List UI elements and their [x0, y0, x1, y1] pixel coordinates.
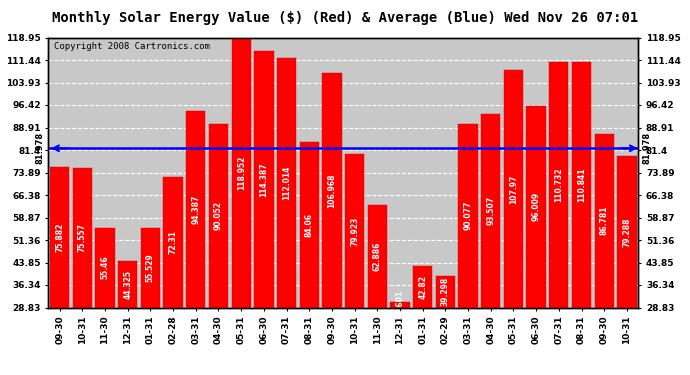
Bar	[549, 62, 569, 308]
Bar	[526, 106, 546, 307]
Text: 79.923: 79.923	[350, 216, 359, 246]
Bar	[458, 124, 477, 308]
Text: 81.978: 81.978	[643, 132, 652, 164]
Bar	[141, 228, 160, 308]
Text: 72.31: 72.31	[168, 230, 177, 254]
Text: 118.952: 118.952	[237, 155, 246, 190]
Bar	[322, 74, 342, 308]
Bar	[209, 124, 228, 308]
Bar	[504, 70, 523, 308]
Text: 75.557: 75.557	[78, 223, 87, 252]
Bar	[413, 266, 433, 308]
Bar	[595, 134, 614, 308]
Text: 81.978: 81.978	[36, 132, 45, 164]
Text: 42.82: 42.82	[418, 274, 427, 298]
Bar	[254, 51, 273, 308]
Bar	[72, 168, 92, 308]
Text: Monthly Solar Energy Value ($) (Red) & Average (Blue) Wed Nov 26 07:01: Monthly Solar Energy Value ($) (Red) & A…	[52, 11, 638, 25]
Text: 112.014: 112.014	[282, 166, 291, 200]
Text: 94.387: 94.387	[191, 195, 200, 224]
Text: Copyright 2008 Cartronics.com: Copyright 2008 Cartronics.com	[55, 42, 210, 51]
Text: 62.886: 62.886	[373, 242, 382, 271]
Text: 55.529: 55.529	[146, 253, 155, 282]
Text: 30.601: 30.601	[395, 290, 404, 320]
Text: 39.298: 39.298	[441, 277, 450, 306]
Bar	[186, 111, 206, 308]
Text: 44.325: 44.325	[124, 270, 132, 299]
Text: 107.97: 107.97	[509, 174, 518, 204]
Bar	[95, 228, 115, 308]
Bar	[391, 302, 410, 307]
Text: 75.882: 75.882	[55, 222, 64, 252]
Bar	[232, 38, 250, 308]
Text: 90.052: 90.052	[214, 201, 223, 230]
Bar	[50, 166, 69, 308]
Bar	[572, 62, 591, 308]
Bar	[118, 261, 137, 308]
Bar	[481, 114, 500, 308]
Bar	[368, 206, 387, 308]
Text: 55.46: 55.46	[101, 256, 110, 279]
Text: 110.841: 110.841	[577, 167, 586, 202]
Text: 106.968: 106.968	[328, 173, 337, 208]
Text: 84.06: 84.06	[305, 213, 314, 237]
Bar	[277, 58, 296, 308]
Text: 90.077: 90.077	[464, 201, 473, 231]
Text: 110.732: 110.732	[554, 168, 563, 202]
Text: 86.781: 86.781	[600, 206, 609, 236]
Bar	[345, 154, 364, 308]
Text: 96.009: 96.009	[531, 192, 541, 221]
Text: 93.507: 93.507	[486, 196, 495, 225]
Text: 114.387: 114.387	[259, 162, 268, 196]
Bar	[618, 156, 637, 308]
Bar	[436, 276, 455, 308]
Bar	[299, 142, 319, 308]
Bar	[164, 177, 183, 308]
Text: 79.288: 79.288	[622, 217, 631, 247]
